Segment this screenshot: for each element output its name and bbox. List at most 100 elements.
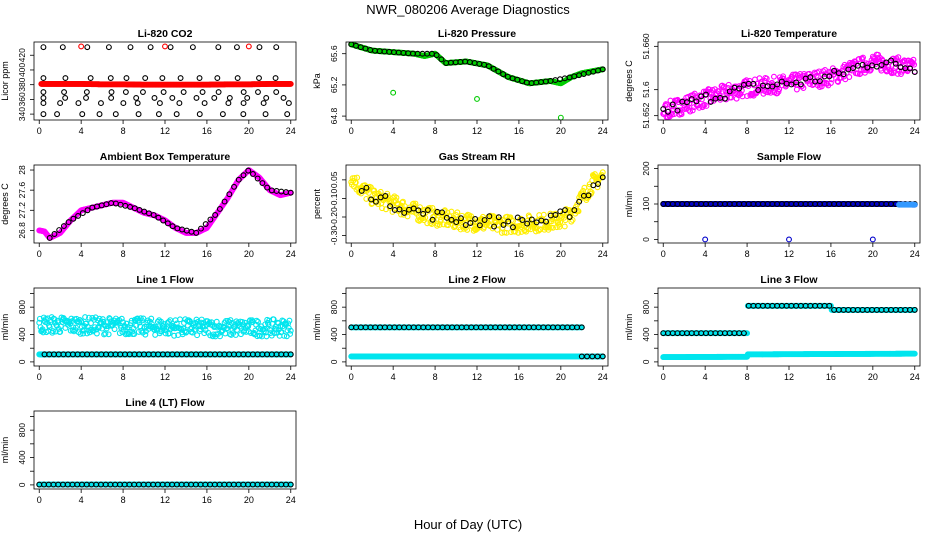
panel-plot-area [36, 167, 294, 241]
data-point [895, 54, 902, 61]
data-point [118, 315, 125, 322]
data-point [354, 174, 361, 181]
y-tick-label: 800 [17, 300, 27, 314]
data-point [806, 70, 813, 77]
x-tick-label: 16 [514, 249, 524, 259]
data-point [216, 206, 223, 212]
data-point [189, 44, 196, 51]
series-co2-high-flags [78, 43, 252, 50]
x-tick-label: 12 [160, 126, 170, 136]
data-point [816, 78, 823, 85]
data-point [196, 75, 203, 82]
x-tick-label: 24 [910, 372, 920, 382]
data-point [911, 350, 918, 357]
panel-y-axis-label: degrees C [0, 183, 10, 225]
data-point [467, 220, 474, 226]
x-tick-label: 8 [121, 126, 126, 136]
data-point [221, 198, 228, 205]
data-point [201, 330, 208, 337]
data-point [133, 94, 140, 101]
data-point [57, 100, 64, 107]
series-sample-flow-tail [896, 201, 918, 208]
data-point [448, 208, 455, 215]
data-point [448, 216, 455, 223]
data-point [87, 75, 94, 82]
data-point [272, 75, 279, 82]
series-co2-average [38, 80, 294, 88]
panel-plot-area [660, 201, 918, 243]
data-point [382, 193, 389, 199]
data-point [907, 65, 913, 72]
x-tick-label: 12 [160, 372, 170, 382]
data-point [393, 194, 400, 201]
data-point [585, 192, 592, 199]
data-point [816, 68, 823, 75]
data-point [260, 100, 267, 107]
data-point [728, 94, 735, 101]
data-point [253, 317, 260, 324]
data-point [390, 89, 397, 96]
data-point [878, 62, 885, 68]
x-tick-label: 0 [349, 126, 354, 136]
data-point [693, 98, 700, 105]
data-point [439, 209, 446, 216]
data-point [80, 330, 87, 337]
data-point [194, 332, 201, 339]
data-point [233, 44, 240, 51]
data-point [244, 94, 251, 101]
x-tick-label: 16 [202, 249, 212, 259]
data-point [240, 100, 247, 107]
data-point [40, 75, 47, 82]
data-point [824, 80, 830, 87]
data-point [755, 87, 762, 93]
y-tick-label: 0.05 [329, 171, 339, 188]
data-point [79, 111, 86, 118]
panel-title: Line 1 Flow [136, 274, 194, 286]
data-point [147, 44, 154, 51]
data-point [401, 209, 408, 216]
data-point [273, 89, 280, 95]
data-point [443, 214, 450, 221]
data-point [54, 111, 61, 118]
data-point [151, 94, 158, 101]
x-tick-label: 24 [286, 249, 296, 259]
data-point [265, 321, 272, 328]
data-point [495, 68, 502, 75]
data-point [571, 207, 578, 214]
x-tick-label: 0 [661, 249, 666, 259]
data-point [813, 72, 820, 79]
x-tick-label: 16 [826, 126, 836, 136]
data-point [888, 57, 894, 64]
data-point [726, 88, 733, 95]
data-point [78, 318, 85, 325]
data-point [180, 89, 187, 95]
data-point [142, 331, 149, 338]
data-point [472, 215, 479, 222]
series-line2-flow [348, 324, 585, 331]
y-tick-label: 360 [17, 92, 27, 106]
data-point [438, 56, 445, 63]
data-point [225, 100, 232, 107]
data-point [826, 73, 833, 80]
data-point [476, 222, 483, 229]
data-point [599, 174, 606, 181]
data-point [107, 75, 114, 82]
data-point [379, 205, 385, 212]
data-point [191, 326, 198, 333]
data-point [508, 217, 515, 224]
data-point [70, 215, 77, 222]
data-point [234, 75, 241, 82]
data-point [769, 83, 776, 90]
panel-y-axis-label: Licor ppm [0, 61, 10, 101]
data-point [516, 222, 523, 229]
data-point [65, 219, 72, 226]
x-tick-label: 12 [784, 126, 794, 136]
data-point [807, 74, 814, 81]
data-point [56, 227, 63, 233]
data-point [256, 75, 262, 82]
